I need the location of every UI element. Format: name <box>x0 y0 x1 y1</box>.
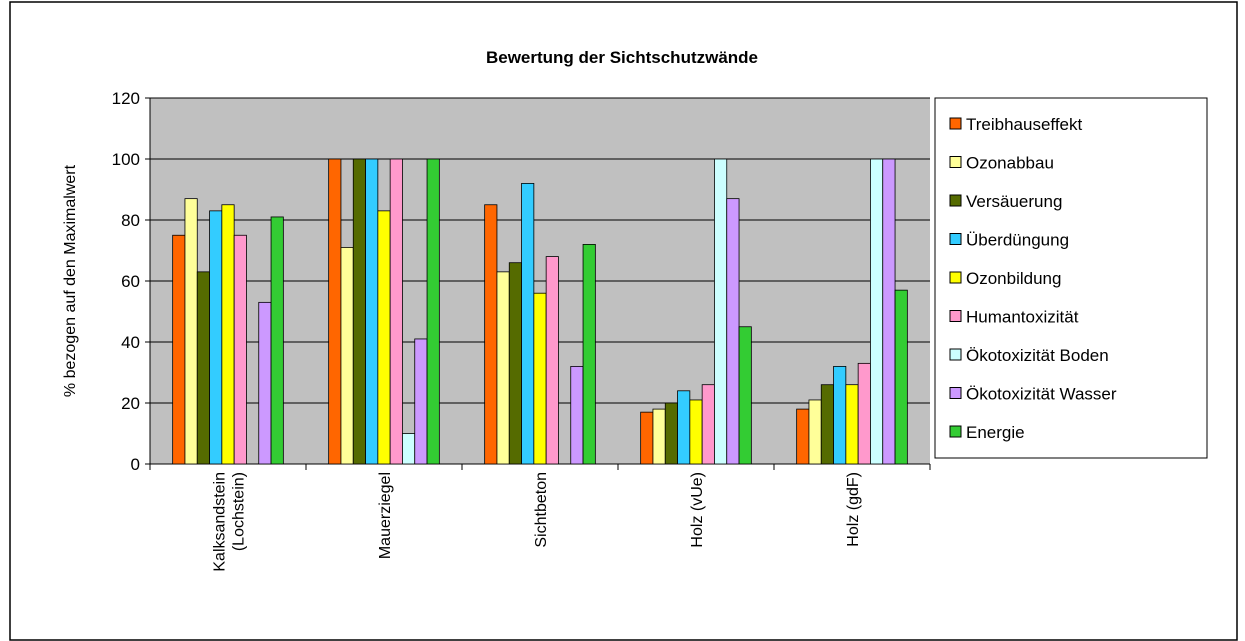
bar <box>796 408 810 465</box>
legend-swatch <box>949 387 962 399</box>
bar <box>389 158 403 465</box>
legend-swatch <box>949 348 962 361</box>
bar <box>701 384 715 465</box>
legend-label: Ökotoxizität Wasser <box>966 385 1117 404</box>
bar <box>882 158 896 465</box>
legend <box>934 97 1208 459</box>
bar <box>570 365 584 465</box>
bar <box>833 365 847 465</box>
bar <box>184 198 198 465</box>
bar <box>640 411 654 465</box>
bar <box>221 204 235 465</box>
bar <box>365 158 379 465</box>
bar <box>521 182 535 465</box>
bar <box>726 198 740 465</box>
bar <box>738 326 752 465</box>
y-tick-label: 60 <box>121 272 140 291</box>
bar <box>870 158 884 465</box>
legend-swatch <box>949 233 962 245</box>
bar <box>209 210 223 465</box>
bar <box>582 243 596 465</box>
legend-label: Ozonbildung <box>966 269 1061 288</box>
x-tick-label: Kalksandstein (Lochstein) <box>212 472 248 572</box>
legend-label: Ozonabbau <box>966 154 1054 173</box>
legend-label: Versäuerung <box>966 192 1062 211</box>
legend-swatch <box>949 271 962 284</box>
y-tick-label: 100 <box>112 150 140 169</box>
bar <box>664 402 678 465</box>
y-tick-label: 20 <box>121 394 140 413</box>
legend-swatch <box>949 156 962 168</box>
bar <box>340 247 354 465</box>
bar <box>270 216 284 465</box>
bar <box>484 204 498 465</box>
chart-title: Bewertung der Sichtschutzwände <box>486 48 758 67</box>
y-tick-label: 120 <box>112 89 140 108</box>
legend-swatch <box>949 425 962 438</box>
bar <box>894 289 908 465</box>
bar <box>233 234 247 465</box>
legend-label: Ökotoxizität Boden <box>966 346 1109 365</box>
legend-label: Treibhauseffekt <box>966 115 1083 134</box>
bar <box>714 158 728 465</box>
bar <box>496 271 510 465</box>
bar <box>328 158 342 465</box>
y-tick-label: 80 <box>121 211 140 230</box>
bar <box>402 433 416 465</box>
bar <box>258 301 272 465</box>
bar <box>652 408 666 465</box>
bar <box>845 384 859 465</box>
bar <box>196 271 210 465</box>
bar <box>820 384 834 465</box>
bar <box>545 256 559 465</box>
bar <box>677 390 691 465</box>
bar <box>377 210 391 465</box>
bar <box>352 158 366 465</box>
y-tick-label: 40 <box>121 333 140 352</box>
legend-swatch <box>949 194 962 207</box>
legend-swatch <box>949 117 962 130</box>
bar <box>508 262 522 465</box>
bar <box>808 399 822 465</box>
x-tick-label: Holz (gdF) <box>845 472 862 547</box>
x-tick-label: Sichtbeton <box>533 472 550 548</box>
bar <box>172 234 186 465</box>
legend-label: Überdüngung <box>966 231 1069 250</box>
y-axis-label: % bezogen auf den Maximalwert <box>62 164 79 397</box>
x-tick-label: Mauerziegel <box>377 472 394 559</box>
bar <box>689 399 703 465</box>
bar <box>414 338 428 465</box>
x-tick-label: Holz (vUe) <box>689 472 706 548</box>
y-tick-label: 0 <box>131 455 140 474</box>
legend-swatch <box>949 310 962 322</box>
legend-label: Humantoxizität <box>966 308 1079 327</box>
legend-label: Energie <box>966 423 1025 442</box>
bar <box>857 362 871 465</box>
bar <box>533 292 547 465</box>
bar <box>426 158 440 465</box>
